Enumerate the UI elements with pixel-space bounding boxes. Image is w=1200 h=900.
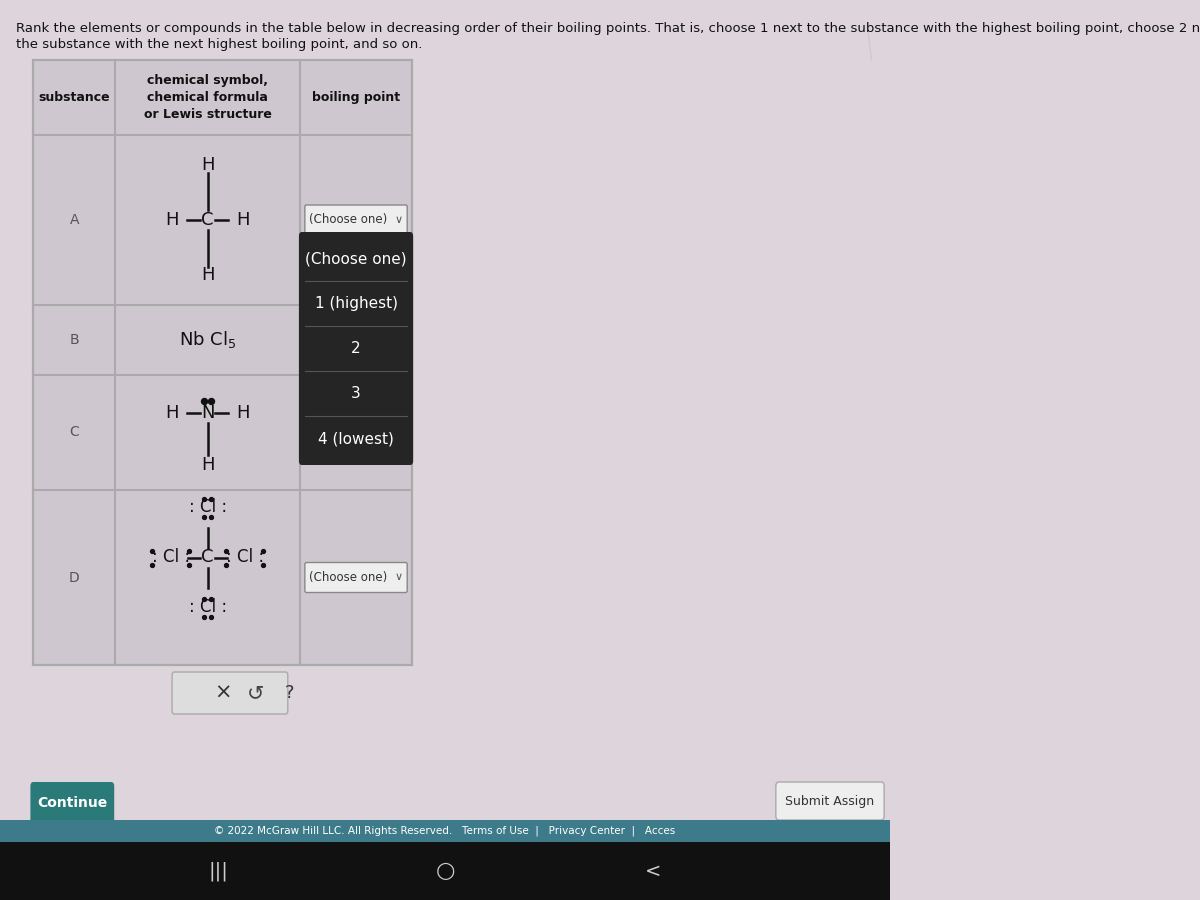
Point [202, 609, 221, 624]
Point [253, 544, 272, 558]
Text: ×: × [214, 683, 232, 703]
Text: C: C [202, 548, 214, 566]
Text: Rank the elements or compounds in the table below in decreasing order of their b: Rank the elements or compounds in the ta… [17, 22, 1200, 35]
Text: D: D [68, 571, 79, 584]
Text: <: < [644, 861, 661, 880]
Text: B: B [70, 333, 79, 347]
Point [194, 591, 214, 606]
FancyBboxPatch shape [776, 782, 884, 820]
Point [194, 393, 214, 408]
Text: Nb Cl$_5$: Nb Cl$_5$ [179, 329, 236, 350]
Text: 1 (highest): 1 (highest) [314, 296, 397, 311]
Text: ?: ? [284, 684, 294, 702]
Text: chemical symbol,
chemical formula
or Lewis structure: chemical symbol, chemical formula or Lew… [144, 74, 271, 121]
Bar [34, 60, 412, 665]
FancyBboxPatch shape [30, 782, 114, 824]
FancyBboxPatch shape [172, 672, 288, 714]
FancyBboxPatch shape [305, 205, 407, 235]
Text: N: N [200, 403, 215, 421]
Text: (Choose one): (Choose one) [310, 571, 388, 584]
Point [180, 557, 199, 572]
Text: |||: ||| [209, 861, 229, 881]
Text: A: A [70, 213, 79, 227]
Text: H: H [166, 403, 179, 421]
Text: : Cl :: : Cl : [188, 598, 227, 616]
Text: © 2022 McGraw Hill LLC. All Rights Reserved.   Terms of Use  |   Privacy Center : © 2022 McGraw Hill LLC. All Rights Reser… [215, 826, 676, 836]
Point [217, 544, 236, 558]
Point [194, 609, 214, 624]
Point [202, 491, 221, 506]
Text: (Choose one): (Choose one) [310, 213, 388, 227]
Text: ○: ○ [436, 861, 455, 881]
Point [202, 591, 221, 606]
Bar [0, 842, 890, 900]
Point [143, 544, 162, 558]
Text: H: H [236, 403, 250, 421]
Text: (Choose one): (Choose one) [305, 251, 407, 266]
Text: 4 (lowest): 4 (lowest) [318, 431, 394, 446]
Point [194, 491, 214, 506]
Text: Continue: Continue [37, 796, 107, 810]
Text: H: H [200, 455, 215, 473]
Point [202, 509, 221, 524]
Text: 3: 3 [352, 386, 361, 401]
Text: : Cl :: : Cl : [188, 499, 227, 517]
Text: substance: substance [38, 91, 110, 104]
Text: 2: 2 [352, 341, 361, 356]
Text: Submit Assign: Submit Assign [786, 795, 875, 807]
Text: C: C [70, 426, 79, 439]
Text: H: H [236, 211, 250, 229]
Text: ∨: ∨ [395, 572, 402, 582]
Text: C: C [202, 211, 214, 229]
Point [202, 393, 221, 408]
Text: : Cl :: : Cl : [226, 548, 264, 566]
Text: H: H [166, 211, 179, 229]
Point [143, 557, 162, 572]
FancyBboxPatch shape [299, 232, 413, 465]
FancyBboxPatch shape [305, 562, 407, 592]
Text: ↺: ↺ [247, 683, 265, 703]
Text: H: H [200, 266, 215, 284]
Point [217, 557, 236, 572]
Text: the substance with the next highest boiling point, and so on.: the substance with the next highest boil… [17, 38, 422, 51]
Point [180, 544, 199, 558]
Text: : Cl :: : Cl : [151, 548, 190, 566]
Text: boiling point: boiling point [312, 91, 400, 104]
Text: ∨: ∨ [395, 215, 402, 225]
Text: H: H [200, 156, 215, 174]
Point [194, 509, 214, 524]
Bar [0, 820, 890, 842]
Point [253, 557, 272, 572]
